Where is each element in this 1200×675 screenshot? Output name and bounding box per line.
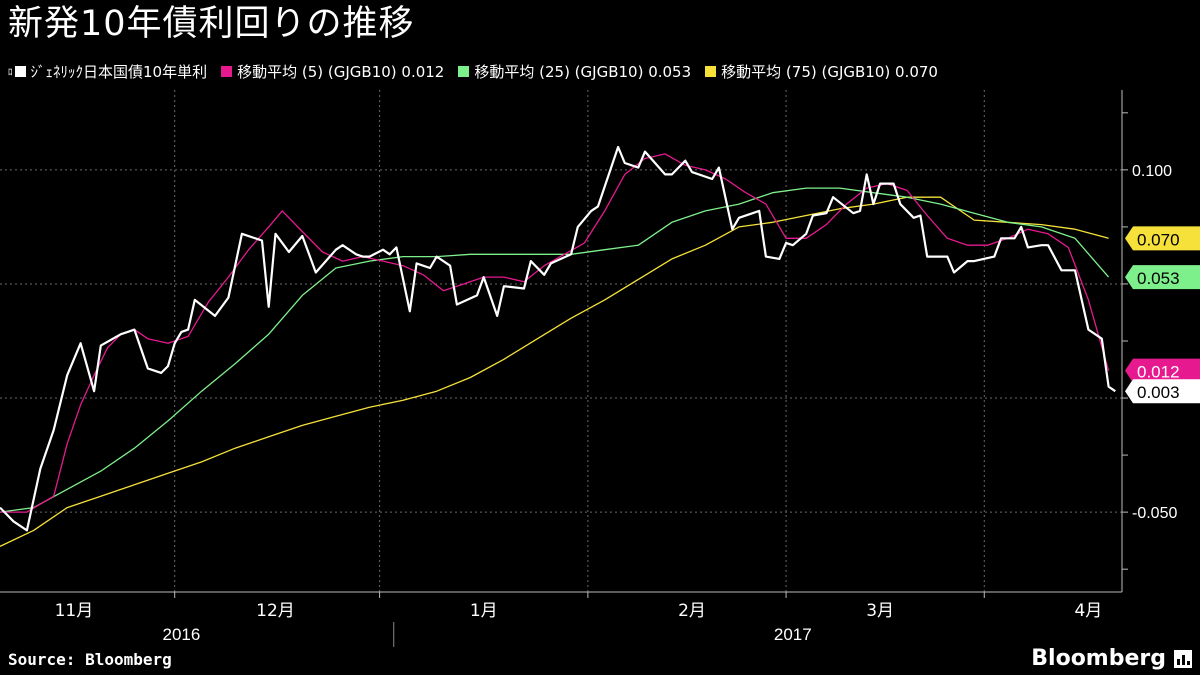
end-value-label-ma5: 0.012	[1137, 363, 1180, 382]
x-tick-label: 4月	[1074, 601, 1102, 621]
legend-label-ma75: 移動平均 (75) (GJGB10) 0.070	[721, 62, 938, 81]
end-value-tag-ma5	[1125, 358, 1200, 383]
end-value-tag-yield	[1125, 379, 1200, 404]
legend-item-ma75: 移動平均 (75) (GJGB10) 0.070	[705, 61, 938, 82]
legend-item-ma5: 移動平均 (5) (GJGB10) 0.012	[221, 61, 444, 82]
x-tick-label: 1月	[470, 601, 498, 621]
x-tick-label: 12月	[256, 601, 295, 621]
x-tick-label: 3月	[866, 601, 894, 621]
series-line-ma25	[0, 187, 1110, 513]
y-tick-label: -0.050	[1132, 505, 1177, 522]
legend-label-yield: ｼﾞｪﾈﾘｯｸ日本国債10年単利	[30, 62, 208, 81]
y-tick-label: 0.100	[1132, 163, 1172, 180]
series-line-ma5	[0, 153, 1110, 513]
x-tick-label: 11月	[55, 601, 94, 621]
legend-item-ma25: 移動平均 (25) (GJGB10) 0.053	[458, 61, 691, 82]
series-line-ma75	[0, 196, 1109, 547]
legend-item-yield: ﾛ ｼﾞｪﾈﾘｯｸ日本国債10年単利	[8, 61, 207, 82]
end-value-label-yield: 0.003	[1137, 383, 1180, 402]
x-tick-label: 2月	[678, 601, 706, 621]
brand-logo: Bloomberg	[1031, 646, 1192, 671]
end-value-tag-ma75	[1125, 226, 1200, 251]
bloomberg-icon	[1174, 649, 1192, 668]
x-year-label: 2016	[162, 625, 200, 644]
legend-swatch-green	[458, 65, 470, 77]
x-year-label: 2017	[774, 625, 812, 644]
legend-swatch-magenta	[221, 65, 233, 77]
source-label: Source: Bloomberg	[8, 650, 172, 669]
brand-name: Bloomberg	[1031, 646, 1166, 671]
legend: ﾛ ｼﾞｪﾈﾘｯｸ日本国債10年単利 移動平均 (5) (GJGB10) 0.0…	[8, 60, 952, 82]
end-value-label-ma25: 0.053	[1137, 269, 1180, 288]
legend-swatch-yellow	[705, 65, 717, 77]
chart-title: 新発10年債利回りの推移	[8, 4, 415, 44]
end-value-tag-ma25	[1125, 265, 1200, 290]
legend-label-ma5: 移動平均 (5) (GJGB10) 0.012	[237, 62, 445, 81]
legend-swatch-white	[14, 65, 26, 77]
series-line-yield	[0, 145, 1116, 532]
legend-prefix: ﾛ	[8, 67, 13, 78]
end-value-label-ma75: 0.070	[1137, 230, 1180, 249]
legend-label-ma25: 移動平均 (25) (GJGB10) 0.053	[474, 62, 692, 81]
